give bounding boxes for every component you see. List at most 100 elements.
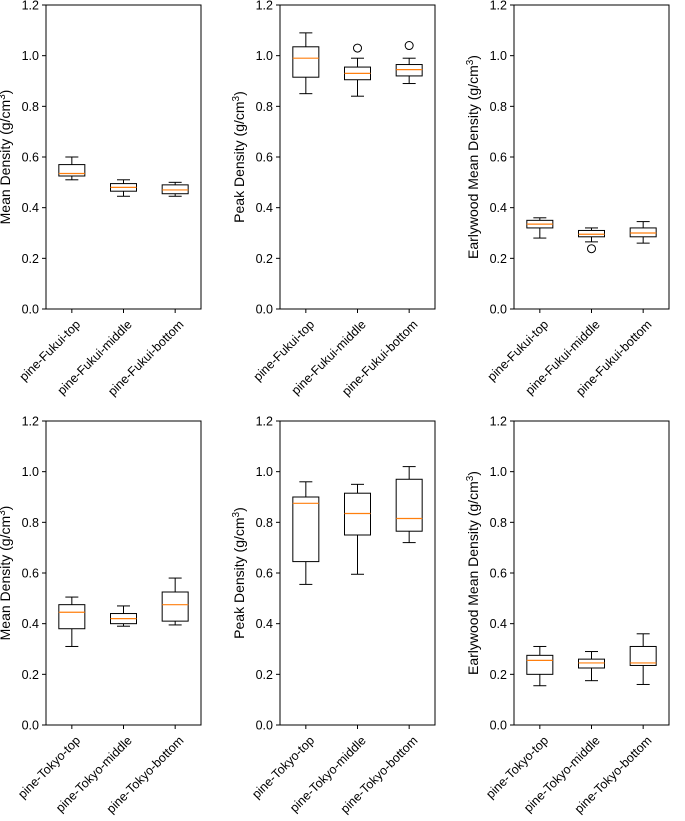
box-iqr xyxy=(526,654,554,675)
y-tick-label: 1.0 xyxy=(22,49,39,63)
y-tick-label: 0.4 xyxy=(256,617,273,631)
y-tick-label: 0.8 xyxy=(256,516,273,530)
outlier-point xyxy=(404,41,414,51)
box-1 xyxy=(526,645,554,687)
y-tick-label: 0.8 xyxy=(256,100,273,114)
y-axis-label-end: ) xyxy=(465,471,481,476)
y-tick-label: 0.4 xyxy=(490,617,507,631)
y-tick-label: 0.8 xyxy=(22,100,39,114)
box-2 xyxy=(344,483,371,575)
box-2 xyxy=(110,179,137,197)
y-tick-label: 1.0 xyxy=(490,465,507,479)
axes-frame xyxy=(45,420,202,726)
y-tick-label: 0.6 xyxy=(256,151,273,165)
box-1 xyxy=(58,156,86,181)
y-axis-label-text: Mean Density (g/cm xyxy=(0,516,13,640)
box-iqr xyxy=(344,492,371,536)
subplot-3: 0.0 0.2 0.4 0.6 0.8 1.0 1.2 Earlywood Mean Dens… xyxy=(465,0,670,399)
y-tick-label: 0.4 xyxy=(22,617,39,631)
y-axis-label: Peak Density (g/cm3) xyxy=(231,507,247,639)
box-3 xyxy=(629,633,657,685)
y-tick-label: 0.0 xyxy=(490,303,507,317)
box-iqr xyxy=(629,645,657,666)
box-1 xyxy=(292,481,320,585)
y-axis-label-superscript: 3 xyxy=(0,94,8,100)
box-iqr xyxy=(578,229,605,238)
subplot-2: 0.0 0.2 0.4 0.6 0.8 1.0 1.2 Peak Density (g/cm3… xyxy=(231,0,436,399)
box-iqr xyxy=(629,227,657,238)
box-iqr xyxy=(161,184,189,195)
box-2 xyxy=(344,43,371,97)
y-axis-label-end: ) xyxy=(465,55,481,60)
y-tick-label: 1.2 xyxy=(490,0,507,13)
box-2 xyxy=(578,227,605,254)
y-tick-label: 0.0 xyxy=(490,719,507,733)
box-iqr xyxy=(578,658,605,669)
box-1 xyxy=(292,32,320,95)
subplot-1: 0.0 0.2 0.4 0.6 0.8 1.0 1.2 Mean Density (g/cm3… xyxy=(0,0,202,399)
y-tick-label: 0.6 xyxy=(490,567,507,581)
subplot-4: 0.0 0.2 0.4 0.6 0.8 1.0 1.2 Mean Density (g/cm3… xyxy=(0,415,202,816)
y-tick-label: 0.8 xyxy=(490,516,507,530)
y-axis-label-superscript: 3 xyxy=(231,511,242,517)
y-axis-label-text: Peak Density (g/cm xyxy=(231,517,247,638)
y-tick-label: 0.2 xyxy=(22,668,39,682)
y-axis-label-end: ) xyxy=(231,507,247,512)
y-tick-label: 0.2 xyxy=(490,252,507,266)
outlier-point xyxy=(587,244,596,254)
y-axis-label-text: Mean Density (g/cm xyxy=(0,100,13,224)
box-2 xyxy=(110,605,137,627)
y-axis-label-superscript: 3 xyxy=(465,475,476,481)
box-iqr xyxy=(58,604,86,630)
y-axis-label-text: Earlywood Mean Density (g/cm xyxy=(465,65,481,259)
y-tick-label: 1.2 xyxy=(22,415,39,429)
box-1 xyxy=(58,596,86,647)
box-iqr xyxy=(292,46,320,78)
y-tick-label: 0.0 xyxy=(22,719,39,733)
box-iqr xyxy=(395,478,423,532)
subplot-6: 0.0 0.2 0.4 0.6 0.8 1.0 1.2 Earlywood Mean Dens… xyxy=(465,415,670,816)
box-iqr xyxy=(58,164,86,177)
y-axis-label: Mean Density (g/cm3) xyxy=(0,90,13,225)
y-tick-label: 0.0 xyxy=(256,303,273,317)
y-tick-label: 0.2 xyxy=(22,252,39,266)
y-axis-label-end: ) xyxy=(231,91,247,96)
y-axis-label: Earlywood Mean Density (g/cm3) xyxy=(465,55,481,259)
y-axis-label: Peak Density (g/cm3) xyxy=(231,91,247,223)
y-tick-label: 0.4 xyxy=(256,201,273,215)
y-tick-label: 0.8 xyxy=(490,100,507,114)
box-iqr xyxy=(292,496,320,563)
y-tick-label: 0.6 xyxy=(22,151,39,165)
box-3 xyxy=(395,41,423,85)
y-tick-label: 0.2 xyxy=(256,668,273,682)
y-tick-label: 1.0 xyxy=(256,49,273,63)
box-2 xyxy=(578,651,605,682)
y-axis-label-superscript: 3 xyxy=(231,95,242,101)
y-tick-label: 1.2 xyxy=(256,0,273,13)
y-axis-label: Earlywood Mean Density (g/cm3) xyxy=(465,471,481,675)
y-tick-label: 0.6 xyxy=(490,151,507,165)
y-tick-label: 1.0 xyxy=(490,49,507,63)
box-3 xyxy=(629,221,657,244)
box-3 xyxy=(161,181,189,197)
y-tick-label: 1.2 xyxy=(22,0,39,13)
box-3 xyxy=(395,466,423,544)
box-iqr xyxy=(395,64,423,77)
axes-frame xyxy=(279,4,436,310)
axes-frame xyxy=(513,4,670,310)
box-iqr xyxy=(161,591,189,622)
y-tick-label: 1.2 xyxy=(256,415,273,429)
box-3 xyxy=(161,577,189,626)
y-axis-label-end: ) xyxy=(0,506,13,511)
y-axis-label-end: ) xyxy=(0,90,13,95)
y-axis-label-text: Peak Density (g/cm xyxy=(231,101,247,222)
y-tick-label: 0.6 xyxy=(256,567,273,581)
y-tick-label: 0.0 xyxy=(22,303,39,317)
outlier-point xyxy=(353,43,362,53)
y-tick-label: 0.4 xyxy=(22,201,39,215)
y-tick-label: 0.2 xyxy=(490,668,507,682)
box-1 xyxy=(526,217,554,239)
y-tick-label: 0.6 xyxy=(22,567,39,581)
y-axis-label-superscript: 3 xyxy=(0,510,8,516)
